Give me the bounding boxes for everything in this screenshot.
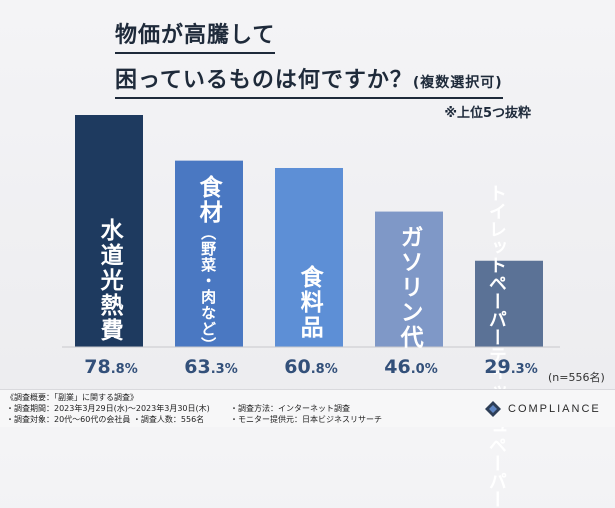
top5-note: ※上位5つ抜粋	[444, 106, 531, 121]
value-label-groceries: 60.8%	[261, 356, 361, 378]
bar-label-paper: トイレットペーパーティッシュペーパー	[485, 184, 507, 508]
brand-name: COMPLIANCE	[508, 403, 601, 415]
value-dec: .3%	[510, 362, 538, 377]
title-line-2: 困っているものは何ですか？(複数選択可)	[115, 62, 503, 99]
value-dec: .8%	[310, 362, 338, 377]
value-dec: .0%	[410, 362, 438, 377]
title-line-1: 物価が高騰して	[115, 17, 276, 54]
bar-label-ingredients: 食材（野菜・肉など）	[195, 175, 222, 353]
compliance-logo-icon	[485, 401, 501, 417]
bar-1	[75, 115, 143, 347]
bar-label-ingredients-main: 食材	[195, 175, 222, 225]
bar-5	[475, 260, 543, 347]
bar-chart	[62, 115, 560, 348]
bar-label-ingredients-sub: （野菜・肉など）	[199, 225, 218, 353]
value-int: 78	[84, 356, 111, 378]
value-label-gasoline: 46.0%	[361, 356, 461, 378]
bar-4	[375, 211, 443, 347]
value-int: 29	[484, 356, 511, 378]
bar-2	[175, 160, 243, 347]
bar-label-gasoline: ガソリン代	[396, 225, 423, 350]
compliance-logo: COMPLIANCE	[484, 400, 601, 418]
bar-label-groceries: 食料品	[296, 265, 323, 340]
value-label-utilities: 78.8%	[61, 356, 161, 378]
title-line-2-suffix: (複数選択可)	[412, 75, 503, 91]
value-label-paper: 29.3%	[461, 356, 561, 378]
value-dec: .8%	[110, 362, 138, 377]
survey-period: ・調査期間：2023年3月29日(水)～2023年3月30日(木)	[6, 404, 210, 413]
value-int: 63	[184, 356, 211, 378]
bar-label-paper-line1: トイレットペーパー	[485, 184, 507, 346]
value-int: 46	[384, 356, 411, 378]
survey-details-left: 《調査概要：「副業」に関する調査》 ・調査期間：2023年3月29日(水)～20…	[6, 392, 210, 425]
survey-provider: ・モニター提供元：日本ビジネスリサーチ	[230, 415, 382, 424]
bar-label-utilities: 水道光熱費	[96, 218, 123, 343]
value-int: 60	[284, 356, 311, 378]
survey-footer: 《調査概要：「副業」に関する調査》 ・調査期間：2023年3月29日(水)～20…	[0, 389, 615, 427]
survey-target: ・調査対象：20代～60代の会社員 ・調査人数：556名	[6, 415, 205, 424]
sample-size-note: (n=556名)	[548, 371, 605, 384]
value-dec: .3%	[210, 362, 238, 377]
bar-3	[275, 167, 343, 347]
survey-details-right: ・調査方法：インターネット調査 ・モニター提供元：日本ビジネスリサーチ	[230, 403, 382, 425]
survey-heading: 《調査概要：「副業」に関する調査》	[6, 393, 138, 402]
survey-method: ・調査方法：インターネット調査	[230, 404, 350, 413]
title-line-2-main: 困っているものは何ですか？	[115, 68, 413, 93]
value-label-ingredients: 63.3%	[161, 356, 261, 378]
